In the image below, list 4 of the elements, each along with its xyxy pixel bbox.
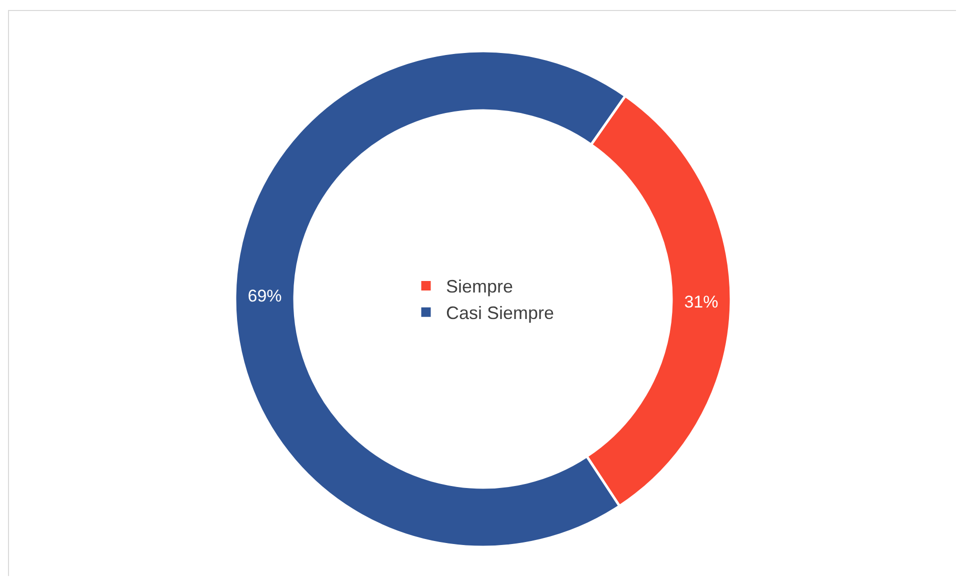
data-label: 69% [248, 286, 282, 306]
legend-label: Casi Siempre [446, 303, 554, 324]
legend-label: Siempre [446, 276, 514, 297]
data-label: 31% [684, 292, 718, 312]
